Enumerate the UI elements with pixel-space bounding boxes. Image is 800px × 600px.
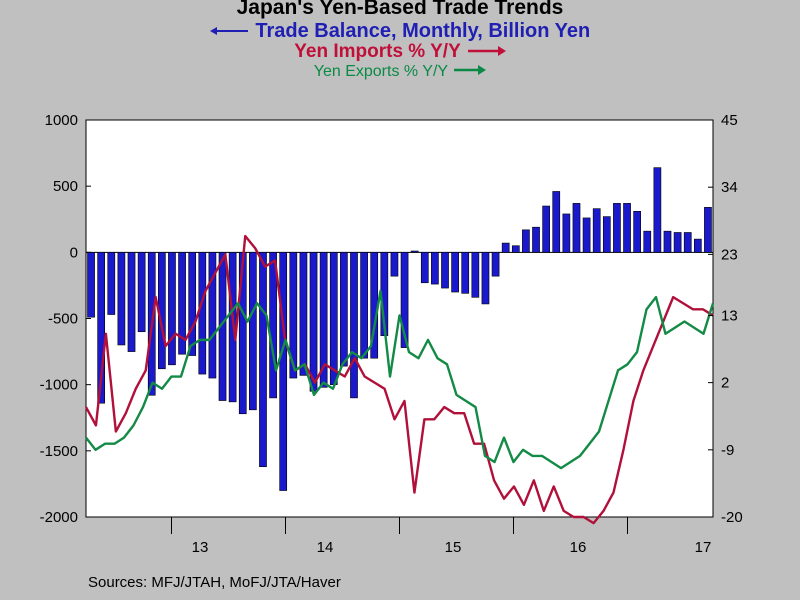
trade-balance-bar <box>259 252 267 468</box>
trade-balance-bar <box>663 230 672 253</box>
trade-balance-bar <box>188 252 197 356</box>
trade-balance-bar <box>461 252 470 294</box>
trade-balance-bar <box>390 252 399 277</box>
right-tick-label: 2 <box>721 375 729 392</box>
trade-balance-bar <box>633 211 641 253</box>
trade-balance-bar <box>522 229 530 253</box>
trade-balance-bar <box>511 245 520 253</box>
trade-balance-legend: Trade Balance, Monthly, Billion Yen <box>0 20 800 43</box>
trade-balance-bar <box>643 230 652 253</box>
trade-balance-bar <box>582 217 591 253</box>
trade-balance-bar <box>592 208 601 253</box>
right-arrow-icon <box>466 41 506 63</box>
trade-balance-bar <box>340 252 348 367</box>
trade-balance-bar <box>87 252 95 318</box>
trade-balance-bar <box>350 252 358 399</box>
trade-balance-bar <box>178 252 186 355</box>
left-arrow-icon <box>209 20 250 43</box>
trade-balance-bar <box>127 252 136 352</box>
trade-balance-bar <box>137 252 146 333</box>
trade-balance-bar <box>168 252 176 366</box>
trade-balance-bar <box>501 242 510 253</box>
trade-balance-bar <box>542 205 550 253</box>
trade-balance-bar <box>319 252 328 388</box>
trade-balance-bar <box>683 232 692 253</box>
x-axis-label: 13 <box>192 539 209 556</box>
trade-balance-bar <box>673 232 682 253</box>
imports-legend: Yen Imports % Y/Y <box>0 41 800 63</box>
trade-balance-bar <box>420 252 429 284</box>
trade-balance-bar <box>613 203 621 253</box>
right-arrow-icon <box>452 63 487 81</box>
trade-balance-bar <box>410 250 419 253</box>
trade-balance-bar <box>481 252 490 305</box>
trade-balance-bar <box>562 213 571 253</box>
x-axis-label: 17 <box>695 539 712 556</box>
right-tick-label: 34 <box>721 179 738 196</box>
trade-balance-bar <box>249 252 257 411</box>
imports-line <box>84 234 714 525</box>
trade-balance-bar <box>117 252 126 346</box>
trade-balance-bar <box>279 252 288 491</box>
left-tick-label: -2000 <box>40 509 78 526</box>
exports-legend: Yen Exports % Y/Y <box>0 63 800 81</box>
x-axis-label: 16 <box>570 539 587 556</box>
sources-note: Sources: MFJ/JTAH, MoFJ/JTA/Haver <box>88 574 341 591</box>
trade-balance-bar <box>299 252 308 376</box>
x-axis-label: 14 <box>317 539 334 556</box>
trade-balance-bar <box>623 203 631 253</box>
trade-balance-bar <box>329 252 338 385</box>
left-tick-label: -500 <box>48 311 78 328</box>
exports-legend-label: Yen Exports % Y/Y <box>313 63 448 81</box>
trade-balance-bar <box>572 203 581 253</box>
trade-balance-bar <box>441 252 449 289</box>
trade-balance-bar <box>208 252 217 379</box>
trade-balance-bar <box>451 252 459 293</box>
trade-balance-bar <box>602 216 611 253</box>
right-tick-label: 23 <box>721 246 738 263</box>
trade-balance-bar <box>704 207 712 253</box>
trade-balance-bar <box>552 191 561 253</box>
trade-balance-bar <box>360 252 368 359</box>
x-axis-label: 15 <box>445 539 462 556</box>
trade-balance-bar <box>693 238 702 253</box>
left-tick-label: -1500 <box>40 443 78 460</box>
trade-balance-bar <box>269 252 277 399</box>
trade-balance-bar <box>97 252 106 404</box>
trade-balance-legend-label: Trade Balance, Monthly, Billion Yen <box>255 20 591 42</box>
trade-balance-bar <box>309 252 318 392</box>
chart-title: Japan's Yen-Based Trade Trends <box>236 0 564 19</box>
imports-legend-label: Yen Imports % Y/Y <box>294 41 461 63</box>
left-tick-label: -1000 <box>40 377 78 394</box>
left-tick-label: 1000 <box>45 112 78 129</box>
trade-balance-bar <box>653 167 662 253</box>
right-tick-label: -20 <box>721 509 743 526</box>
trade-balance-bar <box>532 226 540 253</box>
left-tick-label: 0 <box>70 244 78 261</box>
trade-balance-bar <box>198 252 207 375</box>
right-tick-label: -9 <box>721 442 734 459</box>
trade-balance-bar <box>431 252 439 285</box>
trade-balance-bar <box>289 252 298 379</box>
trade-balance-bar <box>471 252 480 298</box>
exports-line <box>85 289 715 470</box>
right-tick-label: 45 <box>721 112 738 129</box>
trade-balance-bar <box>107 252 116 315</box>
right-tick-label: 13 <box>721 307 738 324</box>
left-tick-label: 500 <box>53 178 78 195</box>
trade-balance-bar <box>491 252 500 277</box>
trade-balance-bar <box>400 252 409 348</box>
